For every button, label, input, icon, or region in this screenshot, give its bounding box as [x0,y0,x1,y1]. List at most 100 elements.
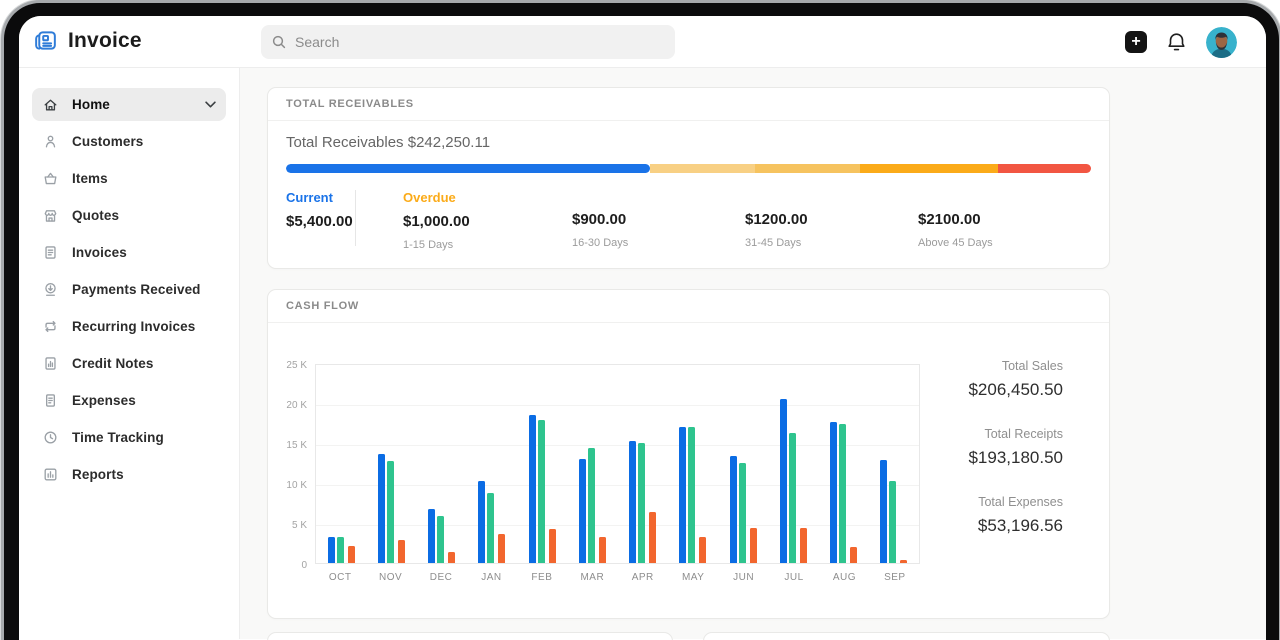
aging-segment-overdue-16-30[interactable] [755,164,860,173]
top-bar: Invoice + [19,16,1266,68]
sidebar-item-reports[interactable]: Reports [32,458,226,491]
current-column[interactable]: Current $5,400.00 [286,190,355,251]
aging-segment-current[interactable] [286,164,650,173]
total-label: Total Sales [1001,359,1063,373]
sidebar-item-credit-notes[interactable]: Credit Notes [32,347,226,380]
expenses-bar-oct[interactable] [347,546,355,563]
sales-bar-oct[interactable] [327,537,335,563]
sales-bar-jun[interactable] [729,456,737,563]
sidebar-item-invoices[interactable]: Invoices [32,236,226,269]
y-axis-tick: 20 K [286,400,307,411]
receipts-bar-jan[interactable] [487,493,495,563]
expenses-bar-feb[interactable] [548,529,556,563]
cash-flow-chart: 25 K 20 K 15 K 10 K 5 K 0 [286,360,920,571]
overdue-column-31-45-days[interactable]: $1200.00 31-45 Days [745,190,918,251]
sales-bar-jul[interactable] [779,399,787,563]
receivables-aging-bar[interactable] [286,164,1091,173]
sidebar-item-label: Quotes [72,208,120,223]
total-receivables-card: TOTAL RECEIVABLES Total Receivables $242… [267,87,1110,269]
y-axis-tick: 0 [301,560,307,571]
expenses-bar-may[interactable] [699,537,707,563]
receipts-bar-mar[interactable] [587,448,595,563]
bar-group-sep [869,365,919,563]
sidebar-item-label: Customers [72,134,144,149]
sidebar-item-payments-received[interactable]: Payments Received [32,273,226,306]
x-axis-label-feb: FEB [531,572,553,583]
bar-group-dec [417,365,467,563]
expenses-bar-jan[interactable] [498,534,506,563]
y-axis-tick: 25 K [286,360,307,371]
sidebar-item-quotes[interactable]: Quotes [32,199,226,232]
x-axis-label-nov: NOV [379,572,403,583]
expenses-bar-apr[interactable] [649,512,657,563]
expenses-bar-jul[interactable] [799,528,807,563]
y-axis-tick: 10 K [286,480,307,491]
receipts-bar-apr[interactable] [638,443,646,563]
quotes-icon [42,207,59,224]
sales-bar-sep[interactable] [880,460,888,563]
total-block-total-receipts: Total Receipts $193,180.50 [893,427,1063,468]
overdue-column-1-15-days[interactable]: Overdue $1,000.00 1-15 Days [403,190,572,251]
sidebar-item-customers[interactable]: Customers [32,125,226,158]
search-bar[interactable] [261,25,675,59]
total-value: $53,196.56 [977,516,1063,535]
receipts-bar-aug[interactable] [839,424,847,563]
sales-bar-dec[interactable] [428,509,436,563]
expenses-bar-jun[interactable] [749,528,757,563]
create-new-button[interactable]: + [1125,31,1147,53]
receipts-bar-nov[interactable] [386,461,394,563]
stats-divider [355,190,356,246]
sales-bar-jan[interactable] [478,481,486,563]
lower-cards-row [267,632,1266,640]
cash-flow-card-title: CASH FLOW [268,290,1109,323]
expenses-bar-sep[interactable] [900,560,908,563]
receipts-bar-sep[interactable] [889,481,897,563]
receipts-bar-jun[interactable] [738,463,746,563]
bar-group-may [668,365,718,563]
receipts-bar-feb[interactable] [537,420,545,563]
aging-segment-overdue-31-45[interactable] [859,164,998,173]
receipts-bar-dec[interactable] [437,516,445,563]
x-axis-label-jun: JUN [733,572,755,583]
sales-bar-nov[interactable] [377,454,385,563]
expenses-bar-dec[interactable] [448,552,456,563]
overdue-label: Overdue [403,190,456,205]
sidebar-item-items[interactable]: Items [32,162,226,195]
expenses-bar-mar[interactable] [598,537,606,563]
sales-bar-mar[interactable] [578,459,586,563]
sidebar-item-label: Home [72,97,110,112]
expenses-bar-aug[interactable] [850,547,858,563]
invoices-icon [42,244,59,261]
sidebar-item-expenses[interactable]: Expenses [32,384,226,417]
aging-segment-overdue-1-15[interactable] [649,164,756,173]
search-input[interactable] [295,34,665,50]
overdue-column-above-45-days[interactable]: $2100.00 Above 45 Days [918,190,1091,251]
app-screen: Invoice + [19,16,1266,640]
receivables-summary: Total Receivables $242,250.11 [286,134,491,151]
invoice-logo-icon [32,27,59,54]
sales-bar-feb[interactable] [528,415,536,563]
overdue-column-16-30-days[interactable]: $900.00 16-30 Days [572,190,745,251]
sidebar-item-label: Recurring Invoices [72,319,196,334]
expenses-bar-nov[interactable] [397,540,405,563]
receipts-bar-oct[interactable] [336,537,344,563]
sidebar-item-label: Invoices [72,245,127,260]
bar-group-oct [316,365,366,563]
notifications-bell-icon[interactable] [1166,31,1187,53]
x-axis-label-oct: OCT [328,572,352,583]
sales-bar-aug[interactable] [830,422,838,563]
sales-bar-may[interactable] [679,427,687,563]
sidebar-item-home[interactable]: Home [32,88,226,121]
receivables-card-title: TOTAL RECEIVABLES [268,88,1109,121]
sidebar-item-time-tracking[interactable]: Time Tracking [32,421,226,454]
items-icon [42,170,59,187]
aging-segment-overdue-45plus[interactable] [997,164,1091,173]
receipts-bar-may[interactable] [688,427,696,563]
user-avatar[interactable] [1206,26,1237,58]
sales-bar-apr[interactable] [629,441,637,563]
sidebar-item-label: Reports [72,467,124,482]
sidebar-item-recurring-invoices[interactable]: Recurring Invoices [32,310,226,343]
app-logo[interactable]: Invoice [32,27,142,54]
receipts-bar-jul[interactable] [788,433,796,563]
